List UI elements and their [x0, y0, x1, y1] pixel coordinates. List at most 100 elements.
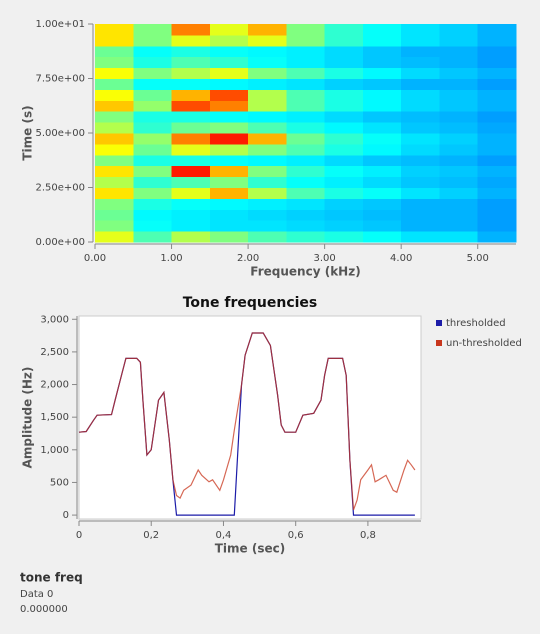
legend-label: un-thresholded — [446, 338, 522, 349]
heat-cell — [209, 220, 249, 232]
heat-cell — [401, 45, 440, 58]
heat-cell — [439, 34, 479, 47]
heat-cell — [133, 122, 173, 134]
readout-label: Data 0 — [20, 589, 53, 600]
readout-value: 0.000000 — [20, 604, 68, 615]
heat-cell — [248, 154, 287, 167]
heat-cell — [171, 34, 211, 47]
heat-cell — [477, 45, 517, 58]
heat-cell — [324, 209, 364, 221]
heat-cell — [439, 89, 479, 101]
heat-cell — [401, 165, 440, 178]
x-tick-label: 0.00 — [84, 253, 106, 264]
heat-cell — [477, 56, 517, 69]
heat-cell — [248, 100, 287, 112]
heat-cell — [286, 122, 326, 134]
heat-cell — [324, 100, 364, 112]
heat-cell — [439, 176, 479, 188]
heat-cell — [286, 78, 326, 90]
heat-cell — [95, 198, 134, 210]
heat-cell — [324, 187, 364, 199]
y-tick-label: 1,000 — [40, 445, 69, 456]
heat-cell — [362, 198, 402, 210]
heat-cell — [439, 78, 479, 90]
heat-cell — [362, 24, 402, 36]
heat-cell — [477, 100, 517, 112]
heat-cell — [248, 143, 287, 156]
heat-cell — [133, 198, 173, 210]
heat-cell — [286, 165, 326, 178]
heat-cell — [362, 100, 402, 112]
heat-cell — [477, 220, 517, 232]
heat-cell — [286, 89, 326, 101]
heat-cell — [171, 111, 211, 123]
heat-cell — [324, 111, 364, 123]
heat-cell — [248, 220, 287, 232]
heat-cell — [133, 220, 173, 232]
heat-cell — [133, 34, 173, 47]
heat-cell — [477, 24, 517, 36]
heat-cell — [362, 34, 402, 47]
heat-cell — [477, 209, 517, 221]
heat-cell — [477, 231, 517, 243]
y-tick-label: 5.00e+00 — [35, 128, 85, 139]
heat-cell — [171, 67, 211, 79]
heat-cell — [362, 56, 402, 69]
heat-cell — [209, 133, 249, 145]
heat-cell — [171, 78, 211, 90]
heat-cell — [401, 133, 440, 145]
heat-cell — [133, 56, 173, 69]
heat-cell — [324, 78, 364, 90]
y-tick-label: 7.50e+00 — [35, 74, 85, 85]
heat-cell — [209, 34, 249, 47]
heat-cell — [439, 45, 479, 58]
heat-cell — [171, 187, 211, 199]
heat-cell — [286, 111, 326, 123]
heat-cell — [286, 56, 326, 69]
heat-cell — [362, 67, 402, 79]
heat-cell — [439, 24, 479, 36]
heat-cell — [171, 122, 211, 134]
heat-cell — [439, 143, 479, 156]
heat-cell — [209, 100, 249, 112]
heat-cell — [439, 111, 479, 123]
heat-cell — [324, 89, 364, 101]
heat-cell — [248, 89, 287, 101]
heat-cell — [248, 122, 287, 134]
heat-cell — [477, 133, 517, 145]
heat-cell — [209, 187, 249, 199]
heat-cell — [362, 89, 402, 101]
heat-cell — [362, 78, 402, 90]
heat-cell — [439, 187, 479, 199]
legend-swatch — [436, 320, 442, 326]
heat-cell — [477, 78, 517, 90]
heat-cell — [401, 56, 440, 69]
heat-cell — [95, 220, 134, 232]
heat-cell — [95, 165, 134, 178]
heat-cell — [133, 165, 173, 178]
heat-cell — [362, 231, 402, 243]
y-tick-label: 0 — [63, 510, 69, 521]
heat-cell — [477, 198, 517, 210]
heat-cell — [477, 143, 517, 156]
heat-cell — [95, 209, 134, 221]
chart-title: Tone frequencies — [183, 295, 318, 311]
heat-cell — [95, 187, 134, 199]
heat-cell — [286, 209, 326, 221]
heat-cell — [324, 176, 364, 188]
x-tick-label: 0,4 — [216, 530, 232, 541]
y-tick-label: 500 — [50, 477, 69, 488]
heat-cell — [248, 78, 287, 90]
y-axis-label: Time (s) — [21, 105, 35, 160]
heat-cell — [209, 24, 249, 36]
heat-cell — [171, 165, 211, 178]
heat-cell — [209, 165, 249, 178]
heat-cell — [401, 220, 440, 232]
y-tick-label: 2,500 — [40, 347, 69, 358]
heat-cell — [362, 187, 402, 199]
heat-cell — [477, 34, 517, 47]
heat-cell — [286, 67, 326, 79]
heat-cell — [477, 67, 517, 79]
heat-cell — [324, 220, 364, 232]
